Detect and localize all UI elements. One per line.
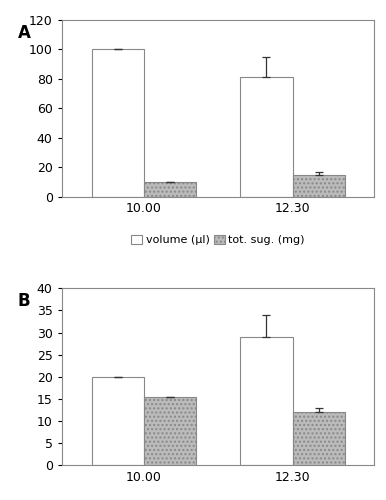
Bar xyxy=(240,78,293,196)
Bar xyxy=(91,50,144,197)
Bar xyxy=(144,182,196,196)
Bar xyxy=(293,174,345,197)
Bar xyxy=(144,396,196,465)
Text: B: B xyxy=(18,292,30,310)
Text: A: A xyxy=(18,24,31,42)
Bar xyxy=(240,337,293,465)
Bar xyxy=(91,376,144,465)
Legend: volume (µl), tot. sug. (mg): volume (µl), tot. sug. (mg) xyxy=(129,232,307,248)
Bar xyxy=(293,412,345,465)
